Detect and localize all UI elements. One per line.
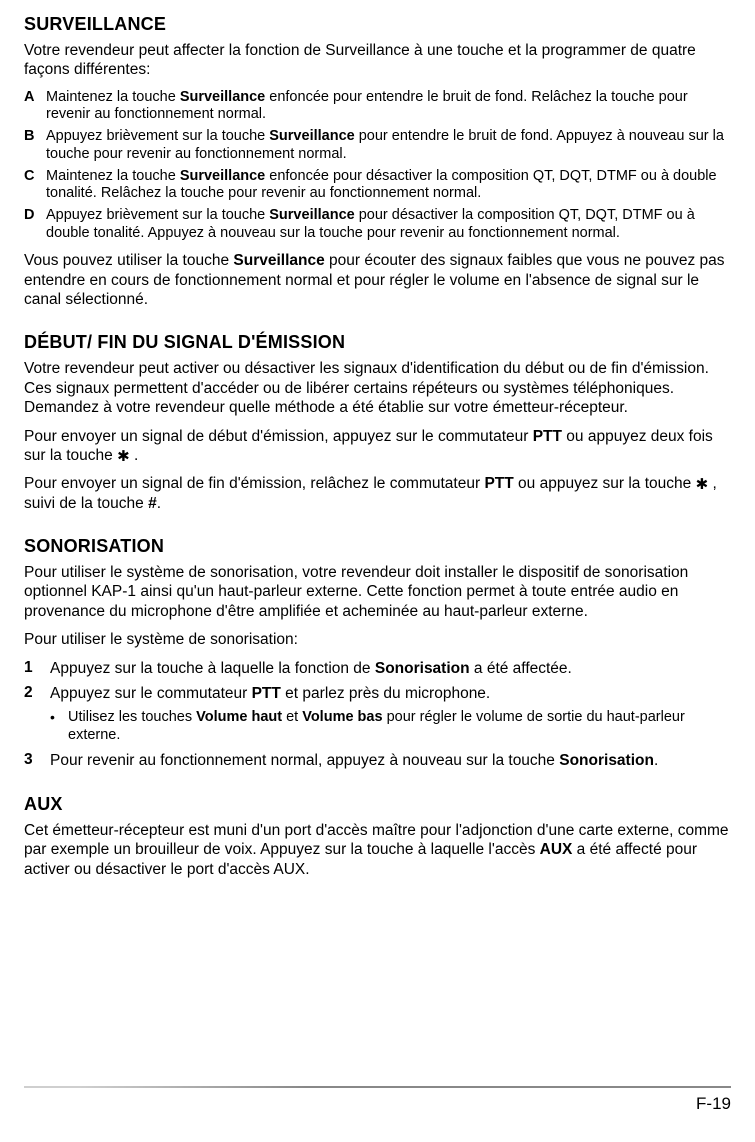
star-icon: ✱ [117,449,130,464]
step-number: 1 [24,659,50,678]
list-item: D Appuyez brièvement sur la touche Surve… [24,207,731,242]
sono-p1: Pour utiliser le système de sonorisation… [24,563,731,621]
page-footer: F-19 [24,1086,731,1114]
item-label: C [24,168,46,203]
step-text: Appuyez sur la touche à laquelle la fonc… [50,659,731,678]
item-label: A [24,89,46,124]
sono-steps: 1 Appuyez sur la touche à laquelle la fo… [24,659,731,771]
item-text: Maintenez la touche Surveillance enfoncé… [46,168,731,203]
aux-paragraph: Cet émetteur-récepteur est muni d'un por… [24,821,731,879]
list-item: B Appuyez brièvement sur la touche Surve… [24,128,731,163]
step-item: 2 Appuyez sur le commutateur PTT et parl… [24,684,731,703]
sono-heading: SONORISATION [24,536,731,557]
sono-p2: Pour utiliser le système de sonorisation… [24,630,731,649]
step-text: Pour revenir au fonctionnement normal, a… [50,751,731,770]
aux-heading: AUX [24,794,731,815]
debut-p2: Pour envoyer un signal de début d'émissi… [24,427,731,466]
list-item: A Maintenez la touche Surveillance enfon… [24,89,731,124]
step-item: 1 Appuyez sur la touche à laquelle la fo… [24,659,731,678]
list-item: C Maintenez la touche Surveillance enfon… [24,168,731,203]
surveillance-list: A Maintenez la touche Surveillance enfon… [24,89,731,243]
bullet-text: Utilisez les touches Volume haut et Volu… [68,709,731,744]
step-item: 3 Pour revenir au fonctionnement normal,… [24,751,731,770]
debut-p3: Pour envoyer un signal de fin d'émission… [24,474,731,513]
item-text: Appuyez brièvement sur la touche Surveil… [46,128,731,163]
footer-divider [24,1086,731,1088]
surveillance-outro: Vous pouvez utiliser la touche Surveilla… [24,251,731,309]
item-label: B [24,128,46,163]
step-number: 3 [24,751,50,770]
step-number: 2 [24,684,50,703]
sub-bullet: • Utilisez les touches Volume haut et Vo… [50,709,731,744]
surveillance-heading: SURVEILLANCE [24,14,731,35]
item-text: Maintenez la touche Surveillance enfoncé… [46,89,731,124]
item-label: D [24,207,46,242]
item-text: Appuyez brièvement sur la touche Surveil… [46,207,731,242]
surveillance-intro: Votre revendeur peut affecter la fonctio… [24,41,731,80]
page-number: F-19 [24,1094,731,1114]
star-icon: ✱ [696,477,709,492]
bullet-icon: • [50,709,68,744]
debut-heading: DÉBUT/ FIN DU SIGNAL D'ÉMISSION [24,332,731,353]
step-text: Appuyez sur le commutateur PTT et parlez… [50,684,731,703]
manual-page: SURVEILLANCE Votre revendeur peut affect… [0,0,755,1142]
debut-p1: Votre revendeur peut activer ou désactiv… [24,359,731,417]
